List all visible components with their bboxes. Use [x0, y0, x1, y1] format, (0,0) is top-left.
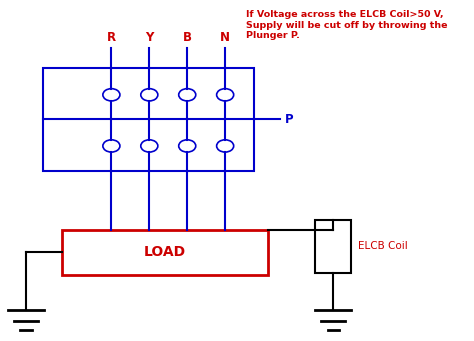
Text: If Voltage across the ELCB Coil>50 V,
Supply will be cut off by throwing the
Plu: If Voltage across the ELCB Coil>50 V, Su…	[246, 10, 448, 40]
Text: N: N	[220, 31, 230, 44]
Text: B: B	[183, 31, 191, 44]
Bar	[43, 68, 254, 170]
Text: P: P	[285, 113, 294, 126]
Bar	[62, 230, 268, 275]
Text: LOAD: LOAD	[144, 245, 186, 260]
Text: ELCB Coil: ELCB Coil	[358, 241, 408, 251]
Text: R: R	[107, 31, 116, 44]
Bar	[315, 220, 351, 273]
Text: Y: Y	[145, 31, 154, 44]
